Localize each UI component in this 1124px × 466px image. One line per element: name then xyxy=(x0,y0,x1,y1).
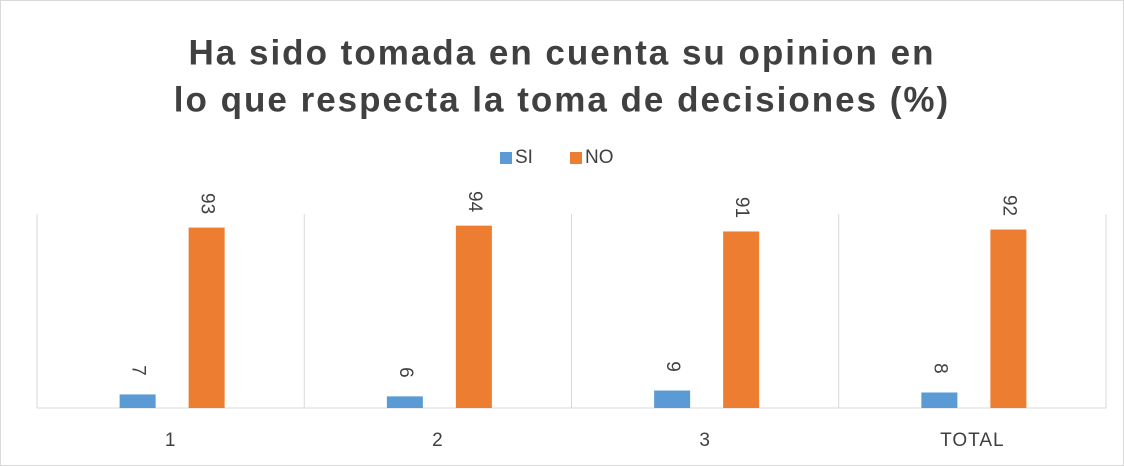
bar xyxy=(188,227,225,408)
data-label: 94 xyxy=(464,191,485,213)
x-tick-label: TOTAL xyxy=(940,430,1004,451)
data-label: 91 xyxy=(731,197,752,218)
data-label: 6 xyxy=(395,367,416,378)
bar xyxy=(119,394,156,408)
data-label: 93 xyxy=(197,193,218,214)
x-tick-label: 2 xyxy=(432,430,444,451)
bar xyxy=(921,392,958,408)
data-label: 8 xyxy=(929,363,950,374)
x-tick-label: 1 xyxy=(165,430,177,451)
legend-swatch xyxy=(570,152,582,164)
legend-swatch xyxy=(500,152,512,164)
bar xyxy=(654,390,691,408)
bar xyxy=(455,225,492,408)
chart-title: lo que respecta la toma de decisiones (%… xyxy=(174,80,950,119)
bar xyxy=(990,229,1027,408)
bar xyxy=(723,231,760,408)
data-label: 92 xyxy=(998,195,1019,216)
chart-title: Ha sido tomada en cuenta su opinion en xyxy=(189,33,936,72)
legend-label: NO xyxy=(585,147,614,168)
legend-label: SI xyxy=(515,147,533,168)
bar xyxy=(386,396,423,408)
data-label: 7 xyxy=(128,365,149,376)
x-tick-label: 3 xyxy=(699,430,711,451)
data-label: 9 xyxy=(662,361,683,372)
